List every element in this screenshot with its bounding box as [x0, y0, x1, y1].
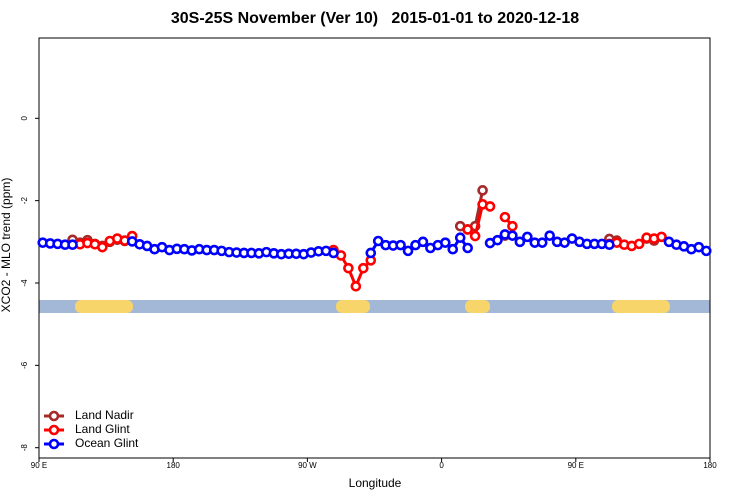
y-tick-label: -8	[20, 444, 29, 452]
x-tick-label: 0	[439, 461, 444, 470]
point	[469, 230, 481, 242]
point	[440, 237, 451, 248]
legend-label: Land Nadir	[75, 408, 134, 422]
point	[447, 243, 459, 255]
x-tick-label: 180	[167, 461, 181, 470]
legend-marker	[48, 410, 60, 422]
point	[522, 231, 533, 243]
land-band	[612, 300, 670, 313]
point	[350, 280, 362, 292]
y-tick-label: 0	[20, 116, 29, 121]
legend-marker	[48, 438, 60, 450]
point	[484, 201, 496, 212]
x-axis-label: Longitude	[349, 476, 402, 490]
point	[544, 230, 556, 241]
point	[507, 220, 518, 232]
y-tick-label: -6	[20, 361, 29, 369]
point	[97, 241, 108, 253]
point	[514, 236, 526, 248]
y-tick-label: -2	[20, 197, 29, 205]
land-band	[465, 300, 490, 313]
point	[492, 234, 503, 246]
y-tick-label: -4	[20, 279, 29, 287]
point	[417, 236, 429, 248]
point	[343, 262, 354, 274]
point	[358, 262, 369, 274]
point	[395, 239, 406, 251]
legend-marker	[48, 424, 60, 436]
point	[604, 239, 615, 251]
point	[700, 245, 712, 257]
point	[462, 242, 473, 254]
point	[507, 230, 518, 241]
point	[454, 232, 466, 244]
point	[499, 211, 511, 223]
point	[402, 245, 414, 257]
series	[74, 199, 667, 292]
surface-band	[39, 300, 710, 313]
ocean-band	[39, 300, 710, 313]
legend-label: Land Glint	[75, 422, 130, 436]
x-tick-label: 90 E	[31, 461, 47, 470]
series	[37, 229, 712, 260]
point	[536, 237, 548, 248]
chart-title: 30S-25S November (Ver 10) 2015-01-01 to …	[171, 10, 579, 27]
series-line	[72, 190, 655, 248]
point	[67, 239, 78, 251]
point	[633, 238, 645, 250]
land-band	[336, 300, 370, 313]
legend-label: Ocean Glint	[75, 436, 139, 450]
point	[656, 231, 667, 243]
point	[559, 237, 570, 248]
point	[328, 247, 339, 259]
y-axis-label: XCO2 - MLO trend (ppm)	[0, 178, 13, 313]
point	[372, 235, 384, 247]
point	[365, 247, 377, 259]
x-tick-label: 90 E	[568, 461, 584, 470]
land-band	[75, 300, 133, 313]
point	[462, 224, 473, 235]
point	[477, 185, 488, 196]
x-tick-label: 90 W	[298, 461, 317, 470]
x-tick-label: 180	[703, 461, 717, 470]
